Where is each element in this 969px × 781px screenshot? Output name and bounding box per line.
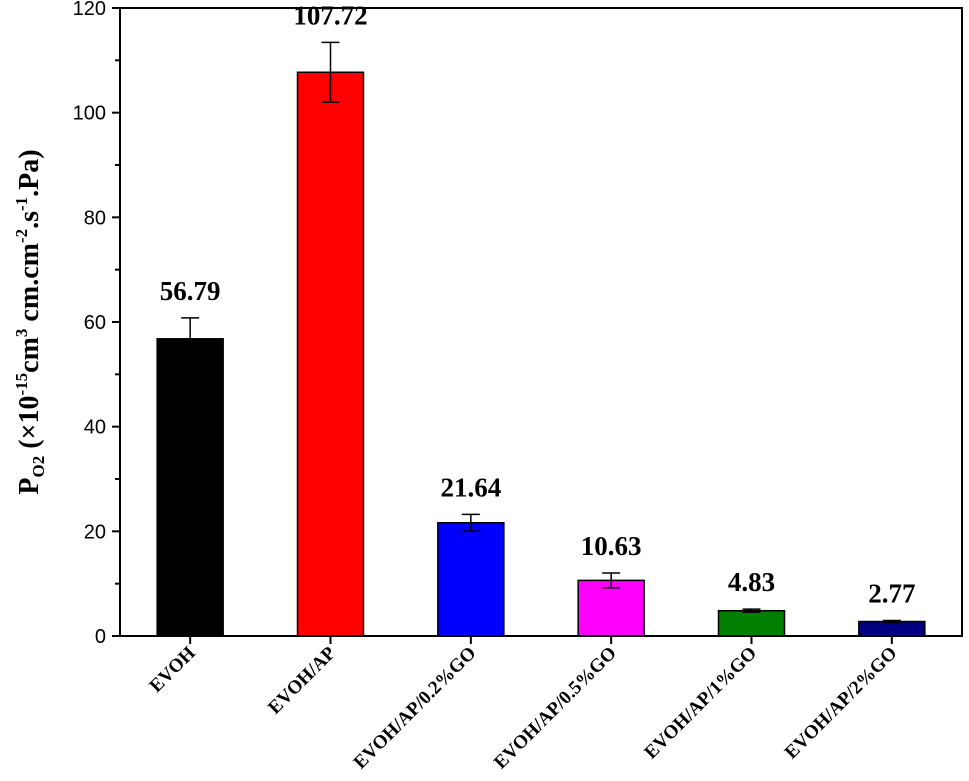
data-labels-layer: 56.79 107.72 21.64 10.63 4.83 2.77 (160, 0, 916, 608)
error-bars-layer (181, 41, 901, 624)
error-bar (181, 317, 200, 361)
plot-area: 56.79 107.72 21.64 10.63 4.83 2.77 0 20 40 60 80 1… (73, 0, 963, 774)
ylabel-exp2: 3 (12, 329, 31, 338)
data-label: 21.64 (440, 472, 501, 502)
ylabel-exp3: -2 (12, 229, 31, 243)
y-axis-label: PO2 (×10-15cm3 cm.cm-2.s-1.Pa) (12, 149, 48, 494)
y-tick-label: 40 (84, 417, 106, 439)
ylabel-p-sub: O2 (29, 456, 48, 478)
bar-evoh-ap (296, 71, 365, 637)
data-label: 4.83 (728, 567, 775, 597)
data-label: 2.77 (868, 578, 915, 608)
y-tick-label: 80 (84, 207, 106, 229)
bar-evoh (156, 338, 224, 637)
ylabel-exp4: -1 (12, 197, 31, 211)
x-tick-label: EVOH/AP/0.5%GO (490, 643, 621, 774)
x-tick-label: EVOH/AP/1%GO (640, 643, 761, 764)
x-tick-label: EVOH/AP/2%GO (781, 643, 902, 764)
ylabel-mid1: cm (14, 337, 45, 373)
y-tick-label: 60 (84, 312, 106, 334)
ylabel-p: P (14, 478, 45, 495)
plot-frame (119, 7, 963, 637)
ylabel-mid2: cm.cm (14, 243, 45, 329)
ylabel-mid3: .s (14, 211, 45, 229)
data-label: 10.63 (581, 531, 642, 561)
bar-evoh-ap-1-go (717, 609, 786, 637)
error-bar (742, 608, 761, 614)
y-tick-label: 20 (84, 521, 106, 543)
x-axis: EVOH EVOH/AP EVOH/AP/0.2%GO EVOH/AP/0.5%GO E… (146, 636, 902, 774)
bar-evoh-ap-0-5-go (577, 579, 645, 637)
bars-layer (156, 71, 926, 637)
y-axis: 0 20 40 60 80 100 120 (73, 0, 120, 648)
ylabel-open: (×10 (14, 396, 45, 456)
error-bar (602, 572, 621, 589)
ylabel-exp1: -15 (12, 373, 31, 396)
x-tick-label: EVOH/AP/0.2%GO (350, 643, 481, 774)
x-tick-label: EVOH (146, 643, 200, 697)
error-bar (882, 619, 901, 624)
x-tick-label: EVOH/AP (264, 642, 340, 718)
ylabel-end: .Pa) (14, 149, 45, 196)
y-tick-label: 100 (73, 103, 106, 125)
bar-evoh-ap-0-2-go (437, 522, 505, 637)
y-tick-label: 0 (95, 626, 106, 648)
error-bar (321, 41, 340, 103)
y-tick-label: 120 (73, 0, 106, 20)
data-label: 107.72 (293, 0, 367, 30)
bar-evoh-ap-2-go (858, 620, 926, 637)
error-bar (461, 513, 480, 532)
data-label: 56.79 (160, 276, 221, 306)
